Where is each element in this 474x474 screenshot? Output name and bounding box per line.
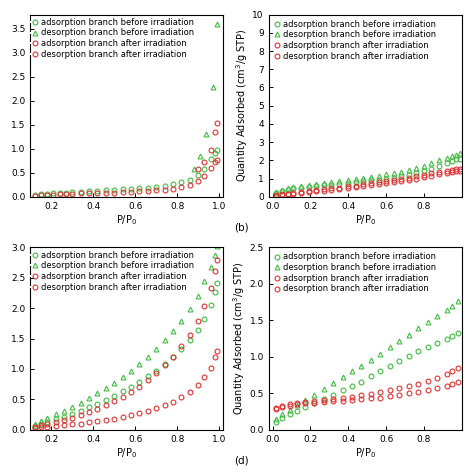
X-axis label: P/P$_0$: P/P$_0$ <box>355 447 376 460</box>
Text: (b): (b) <box>234 222 249 232</box>
X-axis label: P/P$_0$: P/P$_0$ <box>355 213 376 227</box>
Legend: adsorption branch before irradiation, desorption branch before irradiation, adso: adsorption branch before irradiation, de… <box>31 250 195 292</box>
X-axis label: P/P$_0$: P/P$_0$ <box>116 213 137 227</box>
Y-axis label: Quantity Adsorbed (cm$^3$/g STP): Quantity Adsorbed (cm$^3$/g STP) <box>231 262 247 415</box>
X-axis label: P/P$_0$: P/P$_0$ <box>116 447 137 460</box>
Y-axis label: Quantity Adsorbed (cm$^3$/g STP): Quantity Adsorbed (cm$^3$/g STP) <box>234 29 250 182</box>
Legend: adsorption branch before irradiation, desorption branch before irradiation, adso: adsorption branch before irradiation, de… <box>31 17 195 60</box>
Legend: adsorption branch before irradiation, desorption branch before irradiation, adso: adsorption branch before irradiation, de… <box>273 252 437 294</box>
Text: (d): (d) <box>234 455 249 465</box>
Legend: adsorption branch before irradiation, desorption branch before irradiation, adso: adsorption branch before irradiation, de… <box>273 19 437 62</box>
